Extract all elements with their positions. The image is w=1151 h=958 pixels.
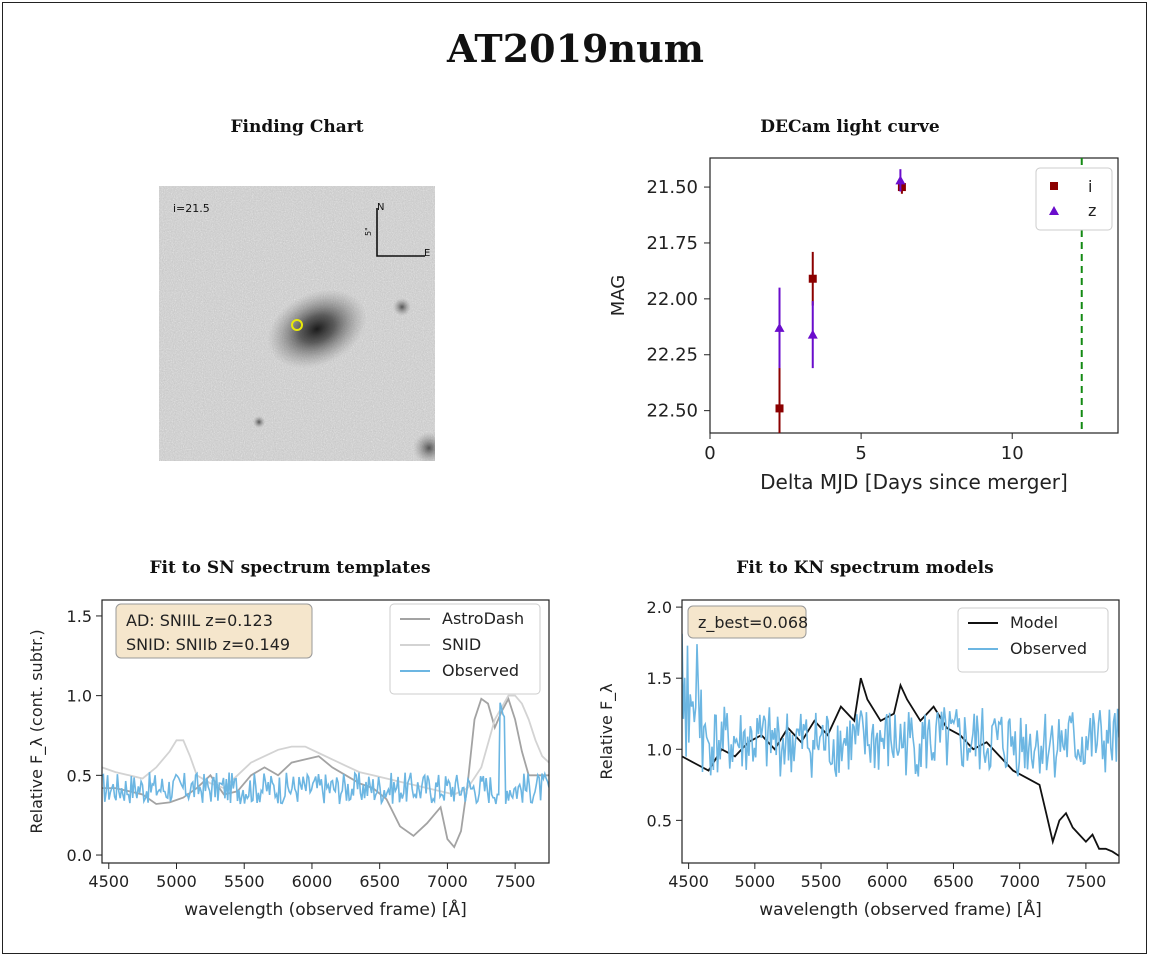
y-tick-label: 21.50 — [646, 177, 698, 198]
finding-chart-image: N E 5" i=21.5 — [159, 186, 435, 461]
field-source — [253, 416, 265, 428]
legend-marker-z — [1049, 206, 1059, 215]
x-tick-label: 6000 — [867, 872, 908, 891]
finding-chart-mag-label: i=21.5 — [173, 202, 210, 215]
x-axis-label: Delta MJD [Days since merger] — [760, 470, 1068, 494]
y-tick-label: 21.75 — [646, 233, 698, 254]
x-tick-label: 7500 — [1066, 872, 1107, 891]
x-tick-label: 10 — [1001, 443, 1024, 464]
data-point-i — [775, 404, 784, 413]
x-tick-label: 6500 — [933, 872, 974, 891]
y-tick-label: 22.50 — [646, 401, 698, 422]
legend-label: Model — [1010, 613, 1058, 632]
y-axis-label: Relative F_λ — [597, 683, 617, 779]
compass-east-label: E — [424, 248, 430, 259]
data-point-i — [897, 183, 906, 192]
kn-fit-chart: 4500 5000 5500 6000 6500 7000 7500 0.5 1.0 1.5 2.0… — [597, 598, 1120, 920]
series-line-observed — [682, 633, 1119, 778]
x-tick-label: 6500 — [359, 872, 400, 891]
x-tick-label: 7000 — [999, 872, 1040, 891]
y-tick-label: 1.5 — [647, 669, 672, 688]
plot-area — [709, 157, 1119, 434]
host-galaxy — [267, 289, 367, 369]
y-tick-label: 0.5 — [647, 811, 672, 830]
compass-north-label: N — [377, 202, 384, 213]
x-tick-label: 5000 — [156, 872, 197, 891]
series-line-astrodash — [102, 696, 549, 849]
x-tick-label: 4500 — [668, 872, 709, 891]
transient-marker — [291, 319, 303, 331]
x-tick-label: 5500 — [224, 872, 265, 891]
series-line-observed — [102, 702, 549, 806]
y-tick-label: 22.25 — [646, 345, 698, 366]
x-tick-label: 7000 — [427, 872, 468, 891]
y-tick-label: 1.0 — [647, 740, 672, 759]
annotation-text: SNID: SNIIb z=0.149 — [126, 635, 290, 654]
x-tick-label: 6000 — [292, 872, 333, 891]
legend — [1035, 167, 1113, 231]
y-tick-label: 2.0 — [647, 598, 672, 617]
page-title: AT2019num — [447, 26, 704, 71]
legend-label: Observed — [442, 661, 519, 680]
field-source — [393, 298, 411, 316]
plot-area — [681, 599, 1120, 864]
annotation-box — [115, 603, 313, 659]
data-point-z — [774, 322, 785, 332]
y-tick-label: 1.5 — [67, 607, 92, 626]
series-line-model — [682, 677, 1119, 857]
x-tick-label: 0 — [704, 443, 715, 464]
series-group — [682, 633, 1119, 857]
y-tick-label: 0.5 — [67, 766, 92, 785]
light-curve-title: DECam light curve — [760, 117, 940, 137]
y-axis-label: MAG — [608, 275, 629, 316]
x-tick-label: 4500 — [88, 872, 129, 891]
plot-area — [101, 599, 550, 864]
x-axis-label: wavelength (observed frame) [Å] — [184, 898, 467, 920]
light-curve-chart: 0 5 10 21.50 21.75 22.00 22.25 22.50 Delta MJD [… — [608, 157, 1119, 494]
y-axis-label: Relative F_λ (cont. subtr.) — [27, 629, 47, 833]
data-point-z — [895, 175, 906, 185]
y-tick-label: 22.00 — [646, 289, 698, 310]
legend-label-z: z — [1088, 201, 1096, 220]
x-tick-label: 5500 — [801, 872, 842, 891]
legend-label: Observed — [1010, 639, 1087, 658]
annotation-text: z_best=0.068 — [698, 613, 808, 633]
legend-label: SNID — [442, 635, 481, 654]
x-axis-label: wavelength (observed frame) [Å] — [759, 898, 1042, 920]
x-tick-label: 5000 — [734, 872, 775, 891]
finding-chart-title: Finding Chart — [230, 117, 364, 137]
x-tick-label: 5 — [855, 443, 866, 464]
finding-chart: N E 5" i=21.5 — [159, 186, 435, 461]
data-point-i — [808, 274, 817, 283]
legend-marker-i — [1050, 182, 1058, 190]
compass — [376, 208, 425, 257]
kn-fit-title: Fit to KN spectrum models — [736, 558, 994, 578]
field-source — [413, 432, 435, 461]
scale-label: 5" — [364, 227, 373, 236]
y-tick-label: 0.0 — [67, 846, 92, 865]
legend-label-i: i — [1088, 177, 1092, 196]
sn-fit-title: Fit to SN spectrum templates — [149, 558, 431, 578]
sn-fit-chart: 4500 5000 5500 6000 6500 7000 7500 0.0 0.5 1.0 1.5… — [27, 599, 550, 920]
y-tick-label: 1.0 — [67, 687, 92, 706]
series-group — [102, 694, 549, 849]
annotation-box — [687, 605, 807, 639]
annotation-text: AD: SNIIL z=0.123 — [126, 611, 273, 630]
legend-label: AstroDash — [442, 609, 524, 628]
x-tick-label: 7500 — [495, 872, 536, 891]
data-point-z — [807, 329, 818, 339]
series-line-snid — [102, 694, 549, 796]
